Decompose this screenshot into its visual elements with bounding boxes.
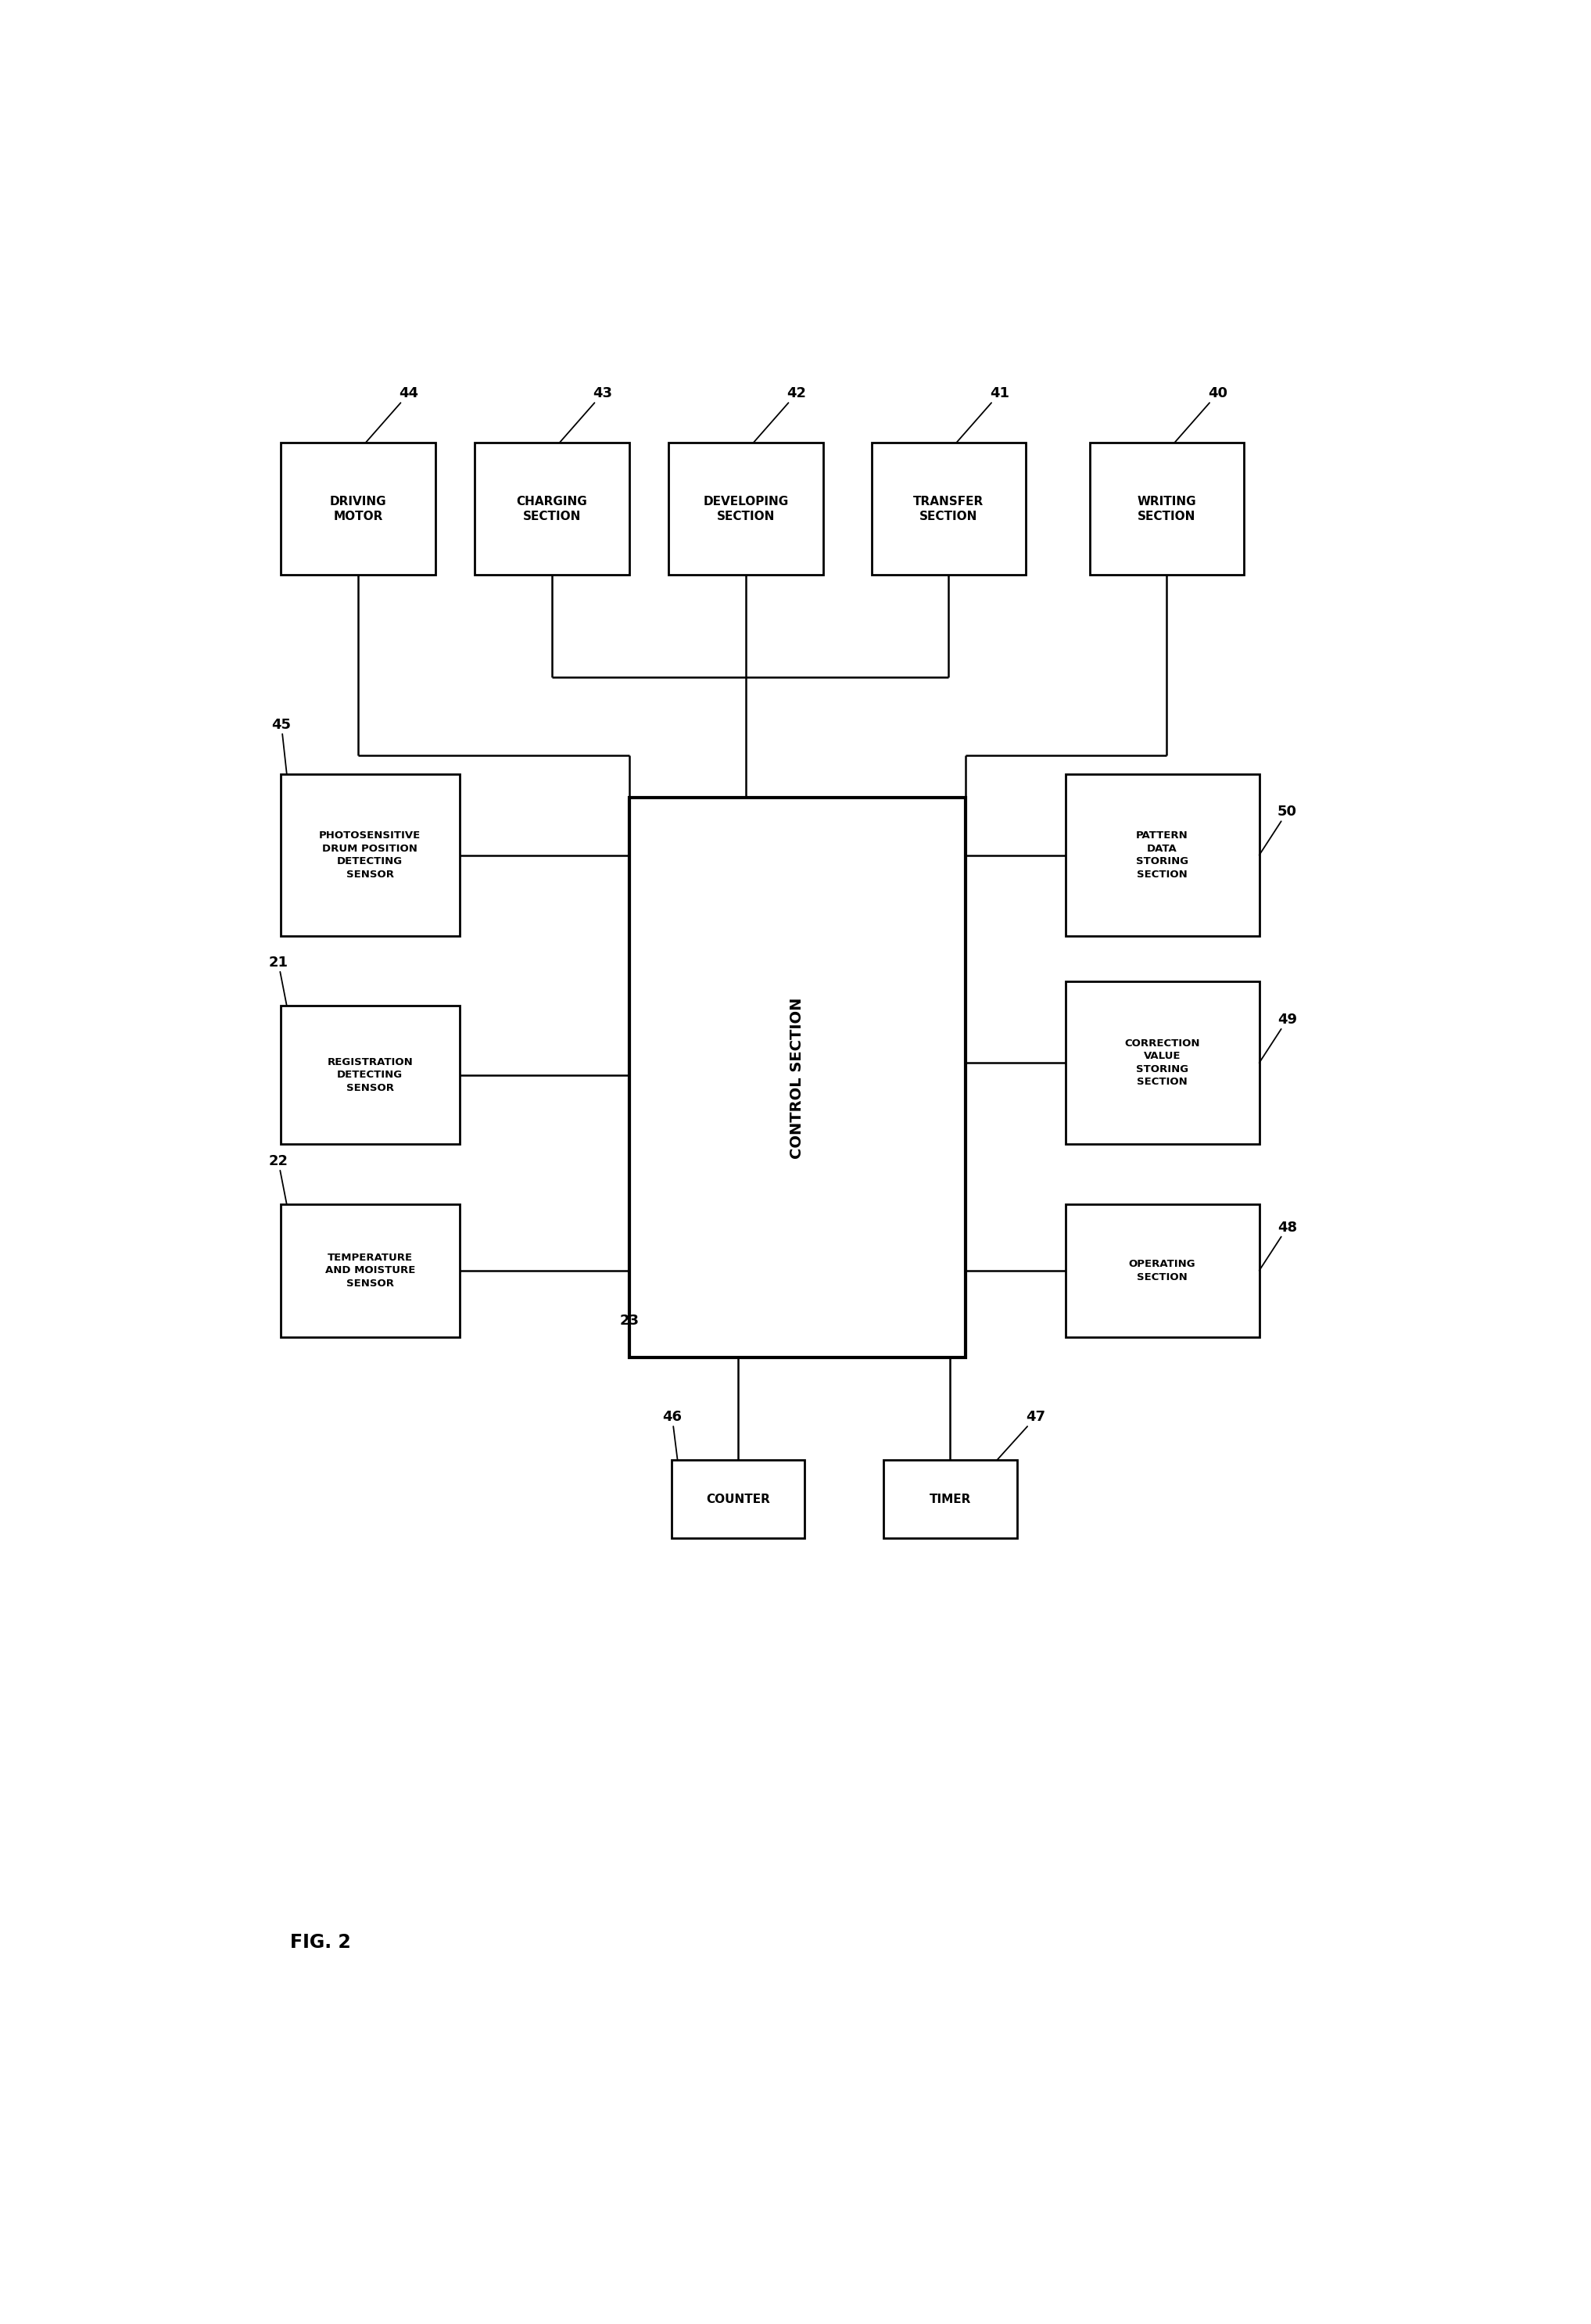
Bar	[474, 442, 628, 574]
Bar	[280, 1204, 460, 1336]
Text: WRITING
SECTION: WRITING SECTION	[1138, 495, 1196, 523]
Text: 23: 23	[620, 1271, 640, 1327]
Text: 21: 21	[269, 955, 288, 1006]
Text: CONTROL SECTION: CONTROL SECTION	[789, 997, 805, 1160]
Text: PATTERN
DATA
STORING
SECTION: PATTERN DATA STORING SECTION	[1136, 830, 1188, 878]
Bar	[1066, 981, 1258, 1143]
Text: 48: 48	[1258, 1220, 1297, 1271]
Text: 45: 45	[272, 718, 291, 774]
Bar	[1090, 442, 1244, 574]
Text: 41: 41	[956, 386, 1009, 442]
Bar	[1066, 774, 1258, 937]
Text: 46: 46	[662, 1411, 683, 1459]
Text: CHARGING
SECTION: CHARGING SECTION	[517, 495, 587, 523]
Text: 40: 40	[1174, 386, 1227, 442]
Text: 22: 22	[269, 1155, 288, 1204]
Text: 43: 43	[560, 386, 613, 442]
Text: 42: 42	[754, 386, 807, 442]
Bar	[280, 1006, 460, 1143]
Bar	[883, 1459, 1017, 1538]
Text: 49: 49	[1258, 1013, 1297, 1062]
Text: PHOTOSENSITIVE
DRUM POSITION
DETECTING
SENSOR: PHOTOSENSITIVE DRUM POSITION DETECTING S…	[320, 830, 422, 878]
Text: DRIVING
MOTOR: DRIVING MOTOR	[329, 495, 387, 523]
Bar	[280, 442, 436, 574]
Text: COUNTER: COUNTER	[706, 1494, 770, 1506]
Bar	[668, 442, 823, 574]
Text: 44: 44	[366, 386, 418, 442]
Bar	[1066, 1204, 1258, 1336]
Text: REGISTRATION
DETECTING
SENSOR: REGISTRATION DETECTING SENSOR	[328, 1057, 414, 1092]
Bar	[671, 1459, 805, 1538]
Text: DEVELOPING
SECTION: DEVELOPING SECTION	[703, 495, 789, 523]
Text: 47: 47	[998, 1411, 1045, 1459]
Text: TIMER: TIMER	[929, 1494, 971, 1506]
Bar	[872, 442, 1026, 574]
Text: TEMPERATURE
AND MOISTURE
SENSOR: TEMPERATURE AND MOISTURE SENSOR	[325, 1253, 415, 1287]
Bar	[628, 797, 966, 1357]
Text: FIG. 2: FIG. 2	[290, 1934, 350, 1952]
Text: 50: 50	[1258, 804, 1297, 855]
Text: OPERATING
SECTION: OPERATING SECTION	[1128, 1260, 1196, 1283]
Text: TRANSFER
SECTION: TRANSFER SECTION	[913, 495, 983, 523]
Bar	[280, 774, 460, 937]
Text: CORRECTION
VALUE
STORING
SECTION: CORRECTION VALUE STORING SECTION	[1125, 1039, 1200, 1088]
